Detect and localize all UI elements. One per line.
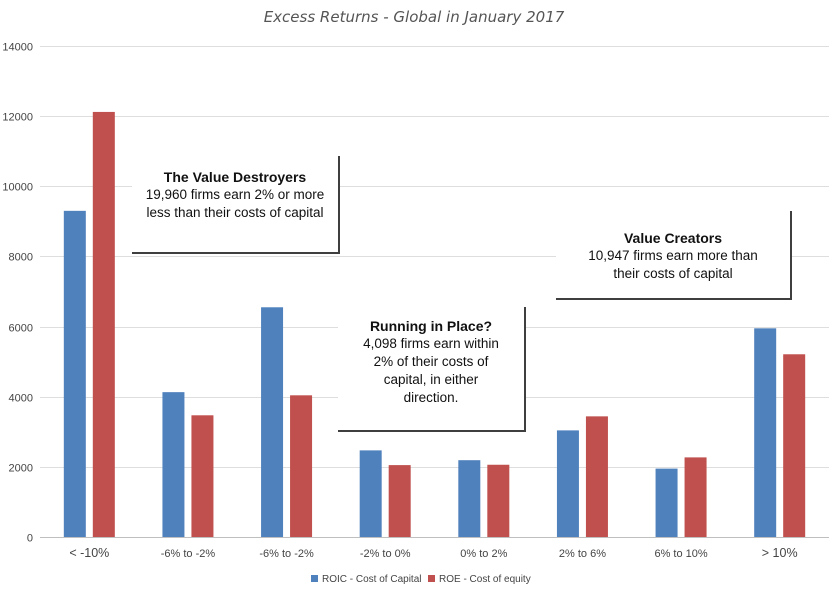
bar-roic bbox=[359, 450, 382, 537]
x-tick-label: -6% to -2% bbox=[161, 548, 216, 560]
y-tick-label: 2000 bbox=[9, 463, 33, 475]
x-axis-ticks: < -10% -6% to -2% -6% to -2% -2% to 0% 0% to… bbox=[69, 546, 797, 560]
annotation-heading: The Value Destroyers bbox=[163, 169, 307, 185]
bar-roic bbox=[655, 468, 678, 537]
annotation-running-in-place: Running in Place? 4,098 firms earn withi… bbox=[338, 307, 526, 432]
bar-roe bbox=[191, 415, 214, 537]
y-tick-label: 12000 bbox=[2, 112, 33, 124]
bar-roe bbox=[388, 465, 411, 537]
bar-roic bbox=[162, 392, 185, 537]
annotation-value-creators: Value Creators 10,947 firms earn more th… bbox=[556, 211, 792, 300]
x-tick-label: -6% to -2% bbox=[259, 548, 314, 560]
y-tick-label: 4000 bbox=[9, 393, 33, 405]
x-tick-label: 2% to 6% bbox=[559, 548, 606, 560]
annotation-heading: Value Creators bbox=[623, 230, 723, 246]
x-tick-label: 0% to 2% bbox=[460, 548, 507, 560]
bar-roic bbox=[63, 210, 86, 538]
y-tick-label: 10000 bbox=[2, 182, 33, 194]
legend-label: ROE - Cost of equity bbox=[439, 574, 531, 585]
annotation-heading: Running in Place? bbox=[369, 318, 493, 334]
chart-title: Excess Returns - Global in January 2017 bbox=[264, 8, 565, 26]
legend-swatch bbox=[311, 575, 318, 582]
x-tick-label: < -10% bbox=[69, 546, 109, 560]
annotation-value-destroyers: The Value Destroyers 19,960 firms earn 2… bbox=[132, 156, 340, 254]
bar-roe bbox=[290, 395, 313, 537]
bar-roe bbox=[487, 464, 510, 537]
annotation-text: 10,947 firms earn more than their costs … bbox=[588, 248, 758, 281]
bar-roic bbox=[754, 328, 777, 537]
annotation-text: 4,098 firms earn within 2% of their cost… bbox=[363, 336, 499, 405]
x-tick-label: 6% to 10% bbox=[654, 548, 707, 560]
legend: ROIC - Cost of Capital ROE - Cost of equi… bbox=[311, 574, 531, 585]
y-tick-label: 14000 bbox=[2, 42, 33, 54]
bars bbox=[63, 111, 806, 538]
bar-roe bbox=[684, 457, 707, 537]
bar-roe bbox=[92, 111, 115, 537]
x-tick-label: > 10% bbox=[762, 546, 798, 560]
x-tick-label: -2% to 0% bbox=[360, 548, 411, 560]
legend-label: ROIC - Cost of Capital bbox=[322, 574, 421, 585]
bar-roe bbox=[783, 354, 806, 537]
bar-roic bbox=[458, 460, 481, 537]
y-tick-label: 6000 bbox=[9, 323, 33, 335]
bar-roe bbox=[585, 416, 608, 537]
y-tick-label: 0 bbox=[27, 533, 33, 545]
bar-roic bbox=[261, 307, 284, 537]
bar-roic bbox=[556, 430, 579, 537]
y-tick-label: 8000 bbox=[9, 252, 33, 264]
annotation-text: 19,960 firms earn 2% or more less than t… bbox=[145, 187, 325, 220]
legend-swatch bbox=[428, 575, 435, 582]
y-axis-ticks: 0 2000 4000 6000 8000 10000 12000 14000 bbox=[2, 42, 33, 545]
